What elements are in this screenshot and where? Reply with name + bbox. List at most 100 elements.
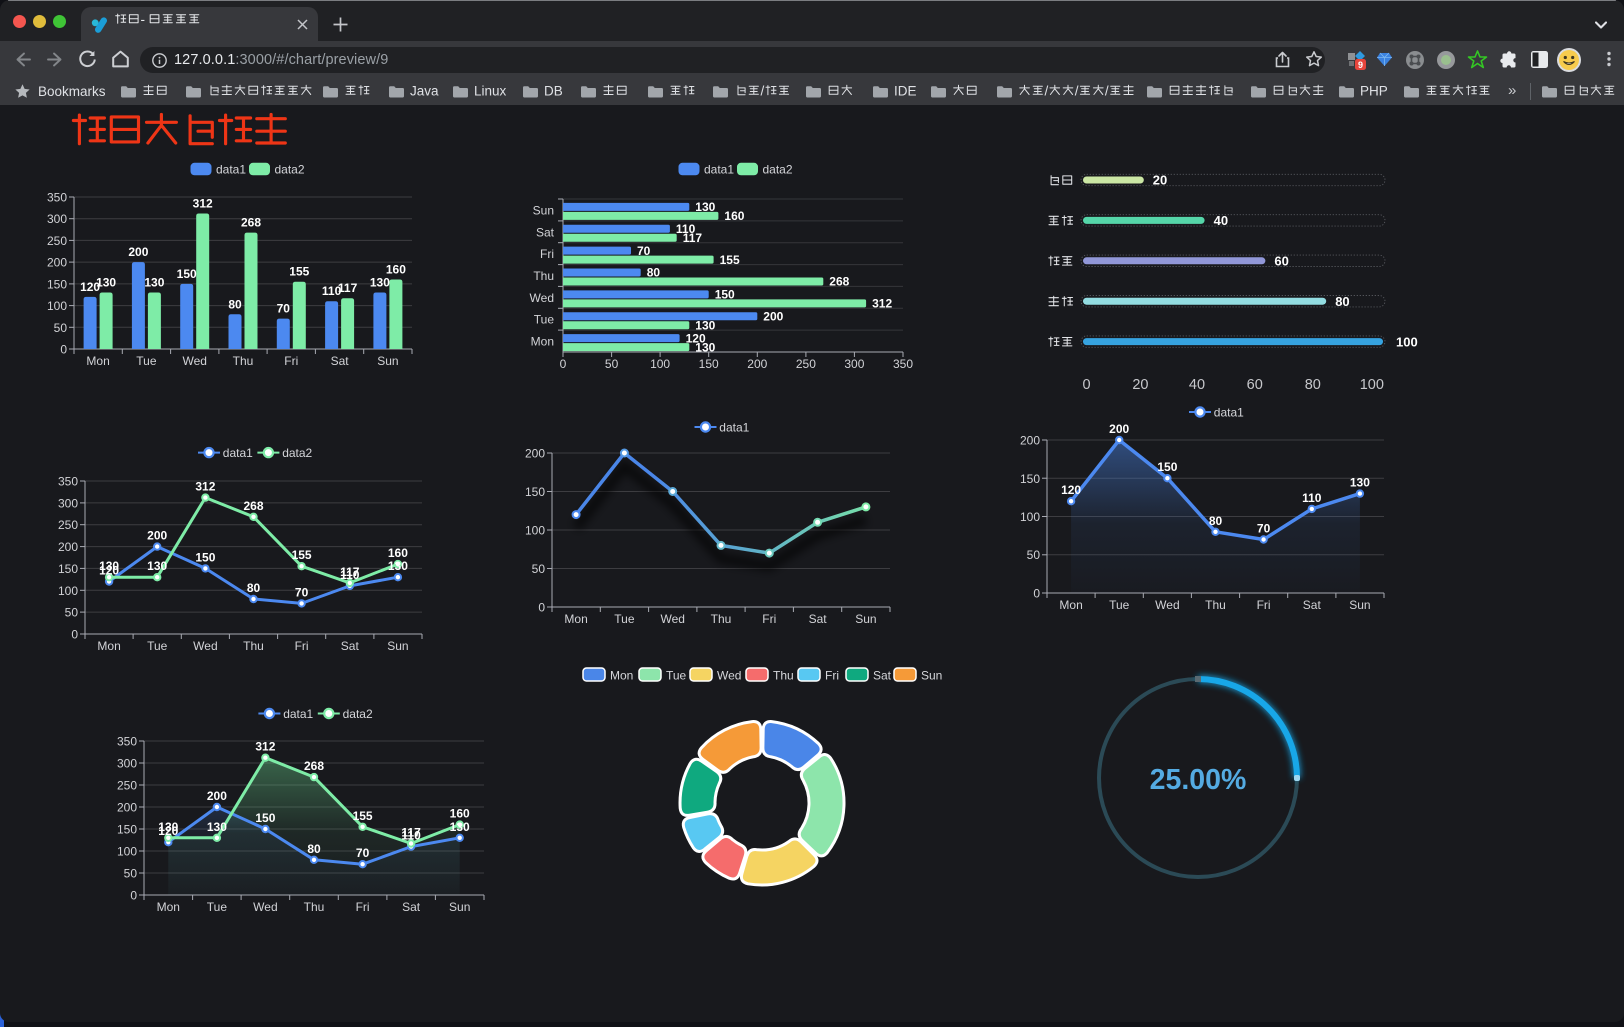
- svg-text:130: 130: [96, 276, 116, 290]
- svg-text:117: 117: [340, 565, 360, 579]
- svg-text:110: 110: [401, 829, 421, 843]
- svg-text:250: 250: [796, 357, 816, 371]
- svg-text:20: 20: [1132, 377, 1148, 393]
- svg-text:Fri: Fri: [540, 247, 554, 261]
- svg-text:80: 80: [307, 842, 321, 856]
- svg-text:Wed: Wed: [660, 612, 684, 626]
- svg-text:Thu: Thu: [1205, 598, 1226, 612]
- svg-text:150: 150: [195, 550, 215, 564]
- svg-text:130: 130: [450, 820, 470, 834]
- svg-text:Tue: Tue: [136, 354, 157, 368]
- svg-text:Mon: Mon: [97, 639, 120, 653]
- svg-text:130: 130: [158, 820, 178, 834]
- svg-text:100: 100: [650, 357, 670, 371]
- svg-text:data2: data2: [343, 707, 373, 721]
- svg-text:100: 100: [58, 584, 78, 598]
- svg-text:120: 120: [1061, 483, 1081, 497]
- svg-text:100: 100: [117, 845, 137, 859]
- svg-text:350: 350: [117, 735, 137, 749]
- svg-text:300: 300: [58, 496, 78, 510]
- svg-text:50: 50: [124, 867, 138, 881]
- svg-text:300: 300: [117, 757, 137, 771]
- svg-text:Fri: Fri: [825, 669, 839, 683]
- svg-text:PHP: PHP: [1360, 84, 1388, 99]
- svg-text:20: 20: [1153, 173, 1167, 188]
- svg-text:Wed: Wed: [193, 639, 217, 653]
- svg-text:150: 150: [715, 288, 735, 302]
- svg-text:130: 130: [99, 559, 119, 573]
- svg-text:Fri: Fri: [295, 639, 309, 653]
- svg-text:250: 250: [47, 234, 67, 248]
- svg-text:80: 80: [1209, 514, 1223, 528]
- svg-text:100: 100: [1020, 510, 1040, 524]
- svg-text:70: 70: [356, 846, 370, 860]
- svg-text:Mon: Mon: [564, 612, 587, 626]
- svg-text:0: 0: [60, 343, 67, 357]
- svg-text:Sun: Sun: [533, 203, 554, 217]
- svg-text:110: 110: [1302, 491, 1322, 505]
- svg-text:130: 130: [370, 276, 390, 290]
- svg-text:Sun: Sun: [855, 612, 876, 626]
- svg-text:0: 0: [560, 357, 567, 371]
- svg-text:160: 160: [386, 263, 406, 277]
- svg-text:155: 155: [353, 809, 373, 823]
- svg-text:110: 110: [340, 568, 360, 582]
- svg-text:200: 200: [1020, 434, 1040, 448]
- svg-text:Mon: Mon: [86, 354, 109, 368]
- svg-text:Sun: Sun: [449, 900, 470, 914]
- svg-text:117: 117: [338, 281, 358, 295]
- svg-text:Sat: Sat: [341, 639, 360, 653]
- svg-text:Thu: Thu: [233, 354, 254, 368]
- svg-text:200: 200: [47, 256, 67, 270]
- svg-text:155: 155: [720, 253, 740, 267]
- svg-text:120: 120: [99, 564, 119, 578]
- svg-text:268: 268: [243, 499, 263, 513]
- svg-text:120: 120: [158, 824, 178, 838]
- svg-text:80: 80: [228, 297, 242, 311]
- svg-text:DB: DB: [544, 84, 563, 99]
- svg-text:155: 155: [289, 265, 309, 279]
- svg-text:Sat: Sat: [402, 900, 421, 914]
- svg-text:Tue: Tue: [666, 669, 687, 683]
- svg-text:150: 150: [699, 357, 719, 371]
- svg-text:Sun: Sun: [1349, 598, 1370, 612]
- svg-text:60: 60: [1274, 254, 1288, 269]
- svg-text:117: 117: [683, 231, 703, 245]
- svg-text:350: 350: [893, 357, 913, 371]
- svg-text:-: -: [141, 12, 146, 27]
- svg-text:50: 50: [65, 606, 79, 620]
- svg-text:0: 0: [538, 601, 545, 615]
- svg-text:Tue: Tue: [207, 900, 228, 914]
- svg-text:data1: data1: [1214, 406, 1244, 420]
- svg-text:data2: data2: [275, 163, 305, 177]
- svg-text:200: 200: [747, 357, 767, 371]
- svg-text:200: 200: [58, 540, 78, 554]
- svg-text:312: 312: [872, 297, 892, 311]
- svg-text:160: 160: [724, 209, 744, 223]
- svg-text:150: 150: [58, 562, 78, 576]
- svg-text:data1: data1: [283, 707, 313, 721]
- svg-text:70: 70: [637, 244, 651, 258]
- svg-text:60: 60: [1247, 377, 1263, 393]
- svg-text:Thu: Thu: [773, 669, 794, 683]
- svg-text:Wed: Wed: [717, 669, 741, 683]
- svg-text:200: 200: [128, 245, 148, 259]
- svg-text:Wed: Wed: [1155, 598, 1179, 612]
- svg-text:300: 300: [47, 212, 67, 226]
- svg-text:Sat: Sat: [331, 354, 350, 368]
- svg-text:Linux: Linux: [474, 84, 507, 99]
- svg-text:100: 100: [1360, 377, 1384, 393]
- svg-text:155: 155: [292, 548, 312, 562]
- svg-text:Sat: Sat: [536, 225, 555, 239]
- svg-text:Wed: Wed: [530, 291, 554, 305]
- svg-text:Fri: Fri: [1257, 598, 1271, 612]
- svg-text:117: 117: [401, 826, 421, 840]
- svg-text:0: 0: [130, 889, 137, 903]
- svg-text:Sat: Sat: [809, 612, 828, 626]
- svg-text:data1: data1: [704, 163, 734, 177]
- svg-text:100: 100: [47, 299, 67, 313]
- svg-text:250: 250: [117, 779, 137, 793]
- svg-text:Thu: Thu: [304, 900, 325, 914]
- svg-text:data1: data1: [223, 446, 253, 460]
- svg-text:130: 130: [144, 276, 164, 290]
